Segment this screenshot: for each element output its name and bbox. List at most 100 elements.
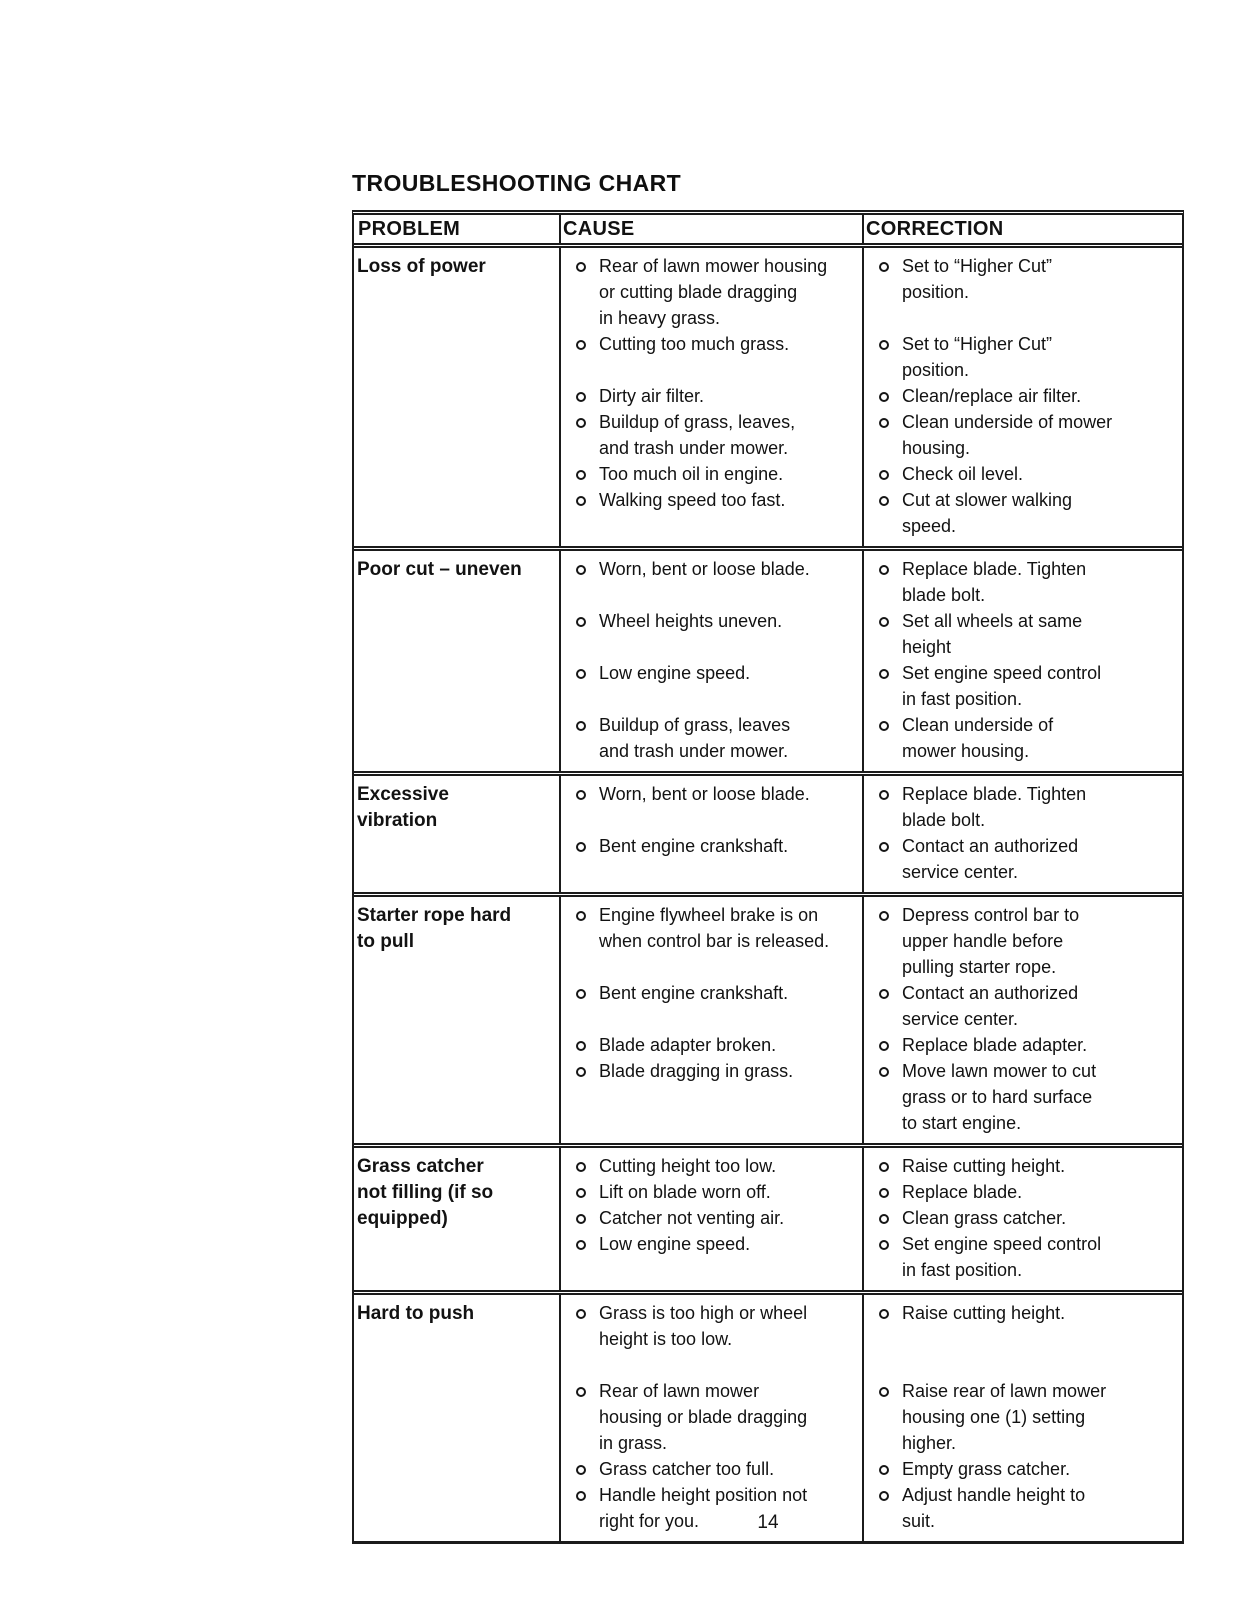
cause-text: Bent engine crankshaft. [599,836,789,856]
column-divider [862,248,864,546]
column-divider [559,215,561,243]
cause-correction-pair: Blade adapter broken. Replace blade adap… [559,1032,1182,1058]
bullet-icon [576,392,586,402]
bullet-icon [879,1067,889,1077]
cause-item: Dirty air filter. [559,383,862,409]
correction-item: Set engine speed control in fast positio… [862,660,1182,712]
bullet-icon [576,1041,586,1051]
table-row-poor-cut-uneven: Poor cut – uneven Worn, bent or loose bl… [354,546,1182,771]
bullet-icon [576,1067,586,1077]
correction-text: Contact an authorized service center. [902,983,1079,1029]
correction-item: Empty grass catcher. [862,1456,1182,1482]
cause-item: Wheel heights uneven. [559,608,862,660]
cause-text: Handle height position not right for you… [599,1485,808,1531]
cause-text: Lift on blade worn off. [599,1182,771,1202]
correction-item: Replace blade. Tighten blade bolt. [862,556,1182,608]
cause-item: Grass catcher too full. [559,1456,862,1482]
bullet-icon [576,340,586,350]
column-divider [559,776,561,892]
cause-item: Rear of lawn mower housing or blade drag… [559,1378,862,1456]
bullet-icon [576,262,586,272]
correction-text: Set all wheels at same height [902,611,1083,657]
bullet-icon [879,1188,889,1198]
correction-text: Clean underside of mower housing. [902,412,1113,458]
bullet-icon [576,989,586,999]
header-cell-problem: PROBLEM [358,218,461,240]
cause-correction-pair: Rear of lawn mower housing or blade drag… [559,1378,1182,1456]
correction-item: Contact an authorized service center. [862,833,1182,885]
correction-text: Set engine speed control in fast positio… [902,1234,1102,1280]
bullet-icon [576,617,586,627]
correction-item: Set engine speed control in fast positio… [862,1231,1182,1283]
cause-correction-pair: Buildup of grass, leaves and trash under… [559,712,1182,764]
correction-item: Cut at slower walking speed. [862,487,1182,539]
correction-text: Replace blade adapter. [902,1035,1088,1055]
cause-correction-pair: Cutting height too low. Raise cutting he… [559,1153,1182,1179]
cause-correction-pair: Grass catcher too full. Empty grass catc… [559,1456,1182,1482]
table-row-excessive-vibration: Excessive vibration Worn, bent or loose … [354,771,1182,892]
column-divider [862,1295,864,1541]
correction-text: Set engine speed control in fast positio… [902,663,1102,709]
cause-text: Buildup of grass, leaves, and trash unde… [599,412,796,458]
cause-correction-pair: Bent engine crankshaft. Contact an autho… [559,980,1182,1032]
problem-cell: Hard to push [357,1303,475,1324]
problem-cell: Grass catcher not filling (if so equippe… [357,1156,494,1229]
correction-item: Replace blade. [862,1179,1182,1205]
cause-item: Lift on blade worn off. [559,1179,862,1205]
cause-correction-list: Rear of lawn mower housing or cutting bl… [559,248,1182,546]
cause-text: Worn, bent or loose blade. [599,559,810,579]
cause-correction-pair: Bent engine crankshaft. Contact an autho… [559,833,1182,885]
bullet-icon [576,565,586,575]
cause-item: Blade adapter broken. [559,1032,862,1058]
problem-cell: Poor cut – uneven [357,559,522,580]
correction-text: Cut at slower walking speed. [902,490,1073,536]
correction-text: Replace blade. Tighten blade bolt. [902,784,1087,830]
correction-item: Clean underside of mower housing. [862,409,1182,461]
page-number: 14 [757,1512,779,1533]
cause-text: Wheel heights uneven. [599,611,783,631]
bullet-icon [576,842,586,852]
cause-correction-list: Cutting height too low. Raise cutting he… [559,1148,1182,1290]
bullet-icon [576,911,586,921]
cause-text: Worn, bent or loose blade. [599,784,810,804]
cause-item: Buildup of grass, leaves, and trash unde… [559,409,862,461]
cause-correction-pair: Engine flywheel brake is on when control… [559,902,1182,980]
cause-text: Cutting too much grass. [599,334,790,354]
troubleshooting-table: PROBLEM CAUSE CORRECTION Loss of power R… [352,210,1184,1544]
cause-text: Low engine speed. [599,1234,751,1254]
correction-item: Raise cutting height. [862,1300,1182,1352]
cause-item: Engine flywheel brake is on when control… [559,902,862,980]
table-row-starter-rope-hard-to-pull: Starter rope hard to pull Engine flywhee… [354,892,1182,1143]
correction-text: Raise cutting height. [902,1303,1066,1323]
bullet-icon [576,1188,586,1198]
bullet-icon [879,1465,889,1475]
cause-item: Grass is too high or wheel height is too… [559,1300,862,1352]
cause-correction-pair: Worn, bent or loose blade. Replace blade… [559,556,1182,608]
correction-text: Empty grass catcher. [902,1459,1071,1479]
correction-text: Raise rear of lawn mower housing one (1)… [902,1381,1107,1453]
correction-item: Move lawn mower to cut grass or to hard … [862,1058,1182,1136]
correction-item: Clean grass catcher. [862,1205,1182,1231]
bullet-icon [879,1214,889,1224]
column-divider [862,215,864,243]
cause-text: Rear of lawn mower housing or blade drag… [599,1381,808,1453]
cause-item: Bent engine crankshaft. [559,833,862,885]
bullet-icon [879,565,889,575]
correction-text: Contact an authorized service center. [902,836,1079,882]
correction-text: Depress control bar to upper handle befo… [902,905,1080,977]
cause-correction-pair: Lift on blade worn off. Replace blade. [559,1179,1182,1205]
bullet-icon [879,340,889,350]
bullet-icon [879,470,889,480]
cause-item: Low engine speed. [559,660,862,712]
column-divider [559,1295,561,1541]
column-divider [862,551,864,771]
header-cell-correction: CORRECTION [866,218,1004,240]
correction-item: Clean underside of mower housing. [862,712,1182,764]
bullet-icon [576,669,586,679]
cause-item: Blade dragging in grass. [559,1058,862,1136]
page-content: TROUBLESHOOTING CHART PROBLEM CAUSE CORR… [352,170,1184,1544]
cause-text: Blade adapter broken. [599,1035,777,1055]
correction-item: Adjust handle height to suit. [862,1482,1182,1534]
correction-item: Replace blade adapter. [862,1032,1182,1058]
